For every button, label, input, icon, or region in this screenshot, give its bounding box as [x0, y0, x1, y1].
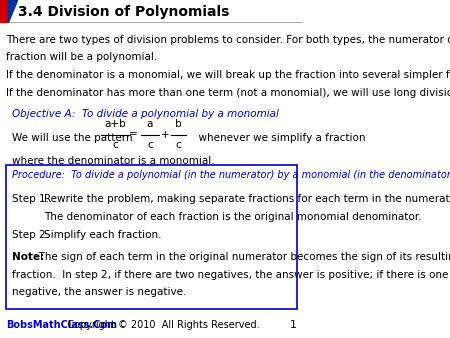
Text: Step 2.: Step 2.: [12, 230, 49, 240]
Text: a: a: [147, 119, 153, 129]
Text: Copyright © 2010  All Rights Reserved.: Copyright © 2010 All Rights Reserved.: [61, 319, 259, 330]
Polygon shape: [9, 0, 17, 22]
Text: negative, the answer is negative.: negative, the answer is negative.: [12, 287, 186, 297]
Text: Rewrite the problem, making separate fractions for each term in the numerator.: Rewrite the problem, making separate fra…: [44, 194, 450, 204]
Text: c: c: [112, 140, 118, 150]
Text: 3.4 Division of Polynomials: 3.4 Division of Polynomials: [18, 5, 230, 19]
Text: If the denominator is a monomial, we will break up the fraction into several sim: If the denominator is a monomial, we wil…: [6, 70, 450, 80]
FancyBboxPatch shape: [6, 165, 297, 309]
Text: We will use the pattern: We will use the pattern: [12, 133, 139, 143]
Text: fraction.  In step 2, if there are two negatives, the answer is positive; if the: fraction. In step 2, if there are two ne…: [12, 270, 449, 280]
Text: The denominator of each fraction is the original monomial denominator.: The denominator of each fraction is the …: [44, 212, 421, 222]
Text: 1: 1: [290, 319, 297, 330]
Text: a+b: a+b: [104, 119, 126, 129]
Text: c: c: [147, 140, 153, 150]
Text: BobsMathClass.Com: BobsMathClass.Com: [6, 319, 117, 330]
Text: The sign of each term in the original numerator becomes the sign of its resultin: The sign of each term in the original nu…: [32, 252, 450, 262]
Text: fraction will be a polynomial.: fraction will be a polynomial.: [6, 52, 157, 62]
Text: +: +: [161, 129, 169, 140]
Text: Simplify each fraction.: Simplify each fraction.: [44, 230, 162, 240]
Text: c: c: [176, 140, 181, 150]
Text: =: =: [129, 129, 138, 140]
Text: If the denominator has more than one term (not a monomial), we will use long div: If the denominator has more than one ter…: [6, 88, 450, 98]
Text: Note:: Note:: [12, 252, 45, 262]
Text: There are two types of division problems to consider. For both types, the numera: There are two types of division problems…: [6, 35, 450, 46]
Text: whenever we simplify a fraction: whenever we simplify a fraction: [192, 133, 366, 143]
Bar: [0, 0, 9, 22]
Text: where the denominator is a monomial.: where the denominator is a monomial.: [12, 156, 215, 166]
Text: b: b: [175, 119, 182, 129]
Text: Procedure:  To divide a polynomial (in the numerator) by a monomial (in the deno: Procedure: To divide a polynomial (in th…: [12, 170, 450, 180]
Text: Objective A:  To divide a polynomial by a monomial: Objective A: To divide a polynomial by a…: [12, 109, 279, 119]
Text: Step 1.: Step 1.: [12, 194, 49, 204]
